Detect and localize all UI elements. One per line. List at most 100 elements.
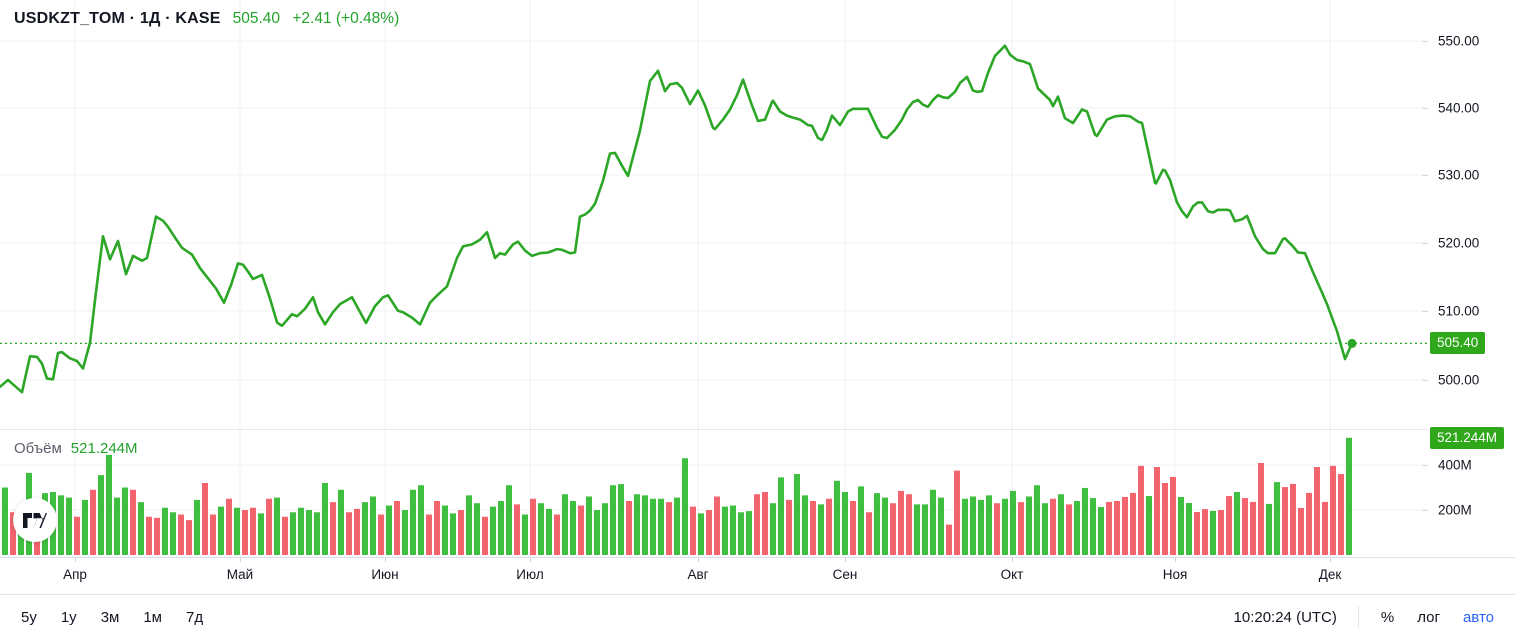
volume-bar xyxy=(250,507,256,555)
volume-bar xyxy=(218,506,224,555)
volume-bar xyxy=(330,502,336,555)
volume-axis-tick xyxy=(1422,465,1428,466)
time-axis-label-Авг: Авг xyxy=(687,567,709,582)
volume-bar xyxy=(186,520,192,555)
current-price-badge: 505.40 xyxy=(1430,332,1486,355)
volume-bar xyxy=(1058,494,1064,555)
volume-bar xyxy=(106,454,112,555)
volume-bar xyxy=(1042,503,1048,555)
volume-bar xyxy=(1002,498,1008,555)
time-axis-tick xyxy=(1175,558,1176,562)
volume-bar xyxy=(778,477,784,555)
volume-bar xyxy=(1210,510,1216,555)
volume-bar xyxy=(554,514,560,555)
volume-bar xyxy=(426,514,432,555)
pane-divider[interactable] xyxy=(0,429,1515,430)
last-price-and-change: 505.40 +2.41 (+0.48%) xyxy=(233,10,400,28)
volume-bar xyxy=(1122,496,1128,555)
volume-bar xyxy=(90,489,96,555)
volume-bar xyxy=(418,485,424,555)
volume-bar xyxy=(434,501,440,555)
time-axis-tick xyxy=(530,558,531,562)
range-button-1y[interactable]: 1y xyxy=(60,608,77,626)
volume-bar xyxy=(82,499,88,555)
volume-bar xyxy=(1130,492,1136,555)
current-volume-badge: 521.244M xyxy=(1430,426,1505,449)
volume-bar xyxy=(786,499,792,555)
volume-bar xyxy=(154,517,160,555)
volume-bar xyxy=(802,495,808,555)
volume-bar xyxy=(658,498,664,555)
log-scale-button[interactable]: лог xyxy=(1417,608,1440,626)
price-axis-tick xyxy=(1422,108,1428,109)
volume-bar xyxy=(722,506,728,555)
volume-bar xyxy=(1218,510,1224,555)
volume-bar xyxy=(866,512,872,555)
volume-bar xyxy=(130,489,136,555)
volume-axis-label: 400M xyxy=(1438,457,1472,473)
volume-bar xyxy=(690,506,696,555)
volume-bar xyxy=(730,505,736,555)
volume-bar xyxy=(1010,490,1016,555)
volume-bar xyxy=(898,490,904,555)
toolbar-divider xyxy=(1357,606,1359,628)
range-button-3м[interactable]: 3м xyxy=(100,608,120,626)
volume-bar xyxy=(650,498,656,555)
volume-bar xyxy=(594,510,600,555)
volume-bar xyxy=(138,502,144,555)
volume-bar xyxy=(834,480,840,555)
clock[interactable]: 10:20:24 (UTC) xyxy=(1233,608,1337,626)
time-axis-tick xyxy=(1330,558,1331,562)
volume-bar xyxy=(522,514,528,555)
volume-bar xyxy=(1346,437,1352,555)
range-button-5y[interactable]: 5y xyxy=(21,608,37,626)
volume-bar xyxy=(1282,487,1288,555)
symbol-title[interactable]: USDKZT_TOM · 1Д · KASE xyxy=(14,10,221,27)
volume-bar xyxy=(842,492,848,555)
price-axis-tick xyxy=(1422,175,1428,176)
tv-glyph-icon xyxy=(23,512,47,528)
time-axis-label-Май: Май xyxy=(226,567,254,582)
volume-bar xyxy=(642,495,648,555)
time-axis-tick xyxy=(385,558,386,562)
volume-bar xyxy=(1178,496,1184,555)
volume-bar xyxy=(794,474,800,555)
volume-bar xyxy=(258,513,264,555)
volume-bar xyxy=(1250,501,1256,555)
volume-bar xyxy=(1330,465,1336,555)
volume-bar xyxy=(346,512,352,555)
time-axis-label-Ноя: Ноя xyxy=(1162,567,1188,582)
volume-bar xyxy=(754,494,760,555)
chart-canvas[interactable] xyxy=(0,0,1428,556)
volume-bar xyxy=(450,513,456,555)
volume-bar xyxy=(1314,467,1320,555)
volume-bar xyxy=(1194,512,1200,555)
volume-bar xyxy=(242,510,248,555)
volume-bar xyxy=(810,501,816,555)
price-axis-label: 540.00 xyxy=(1438,100,1480,116)
volume-bar xyxy=(162,507,168,555)
time-axis-label-Апр: Апр xyxy=(63,567,87,582)
volume-bar xyxy=(826,498,832,555)
volume-bar xyxy=(314,512,320,555)
price-axis-tick xyxy=(1422,380,1428,381)
tradingview-logo-icon[interactable] xyxy=(13,498,57,542)
price-change: +2.41 (+0.48%) xyxy=(292,10,400,27)
volume-bar xyxy=(874,493,880,555)
time-scale-axis[interactable]: Апр Май Июн Июл Авг Сен Окт Ноя Дек xyxy=(0,557,1515,595)
range-button-7д[interactable]: 7д xyxy=(186,608,204,626)
volume-bar xyxy=(1018,502,1024,555)
percent-scale-button[interactable]: % xyxy=(1380,608,1395,626)
price-scale-axis[interactable]: 550.00 540.00 530.00 520.00 510.00 500.00 400M… xyxy=(1422,0,1515,556)
volume-bar xyxy=(114,497,120,555)
volume-bar xyxy=(914,504,920,555)
volume-bar xyxy=(1034,485,1040,555)
range-button-1м[interactable]: 1м xyxy=(143,608,162,626)
volume-bar xyxy=(202,483,208,555)
volume-bar xyxy=(706,510,712,555)
volume-bar xyxy=(10,512,16,555)
volume-bar xyxy=(1322,501,1328,555)
volume-bar xyxy=(1306,492,1312,555)
auto-scale-button[interactable]: авто xyxy=(1462,608,1494,626)
